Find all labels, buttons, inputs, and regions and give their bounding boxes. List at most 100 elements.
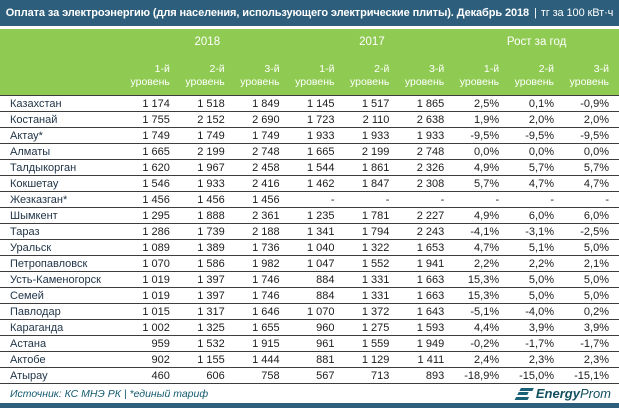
value-cell: 1 559 xyxy=(344,335,400,352)
value-cell: 2 243 xyxy=(399,223,455,240)
value-cell: 1 002 xyxy=(125,319,180,336)
value-cell: 2 748 xyxy=(399,143,455,160)
value-cell: 1 861 xyxy=(344,159,400,176)
value-cell: -15,0% xyxy=(509,367,564,384)
value-cell: -0,9% xyxy=(564,95,619,112)
col-header-level: 3-й уровень xyxy=(564,52,619,96)
row-label: Астана xyxy=(0,335,125,352)
value-cell: 2 308 xyxy=(399,175,455,192)
row-label: Усть-Каменогорск xyxy=(0,271,125,288)
value-cell: 1 746 xyxy=(234,287,290,304)
title-separator: | xyxy=(534,7,537,19)
value-cell: 1 518 xyxy=(179,95,235,112)
bottom-bar xyxy=(0,403,619,408)
table-row: Актау* 1 749 1 749 1 749 1 933 1 933 1 933 -9,5… xyxy=(0,127,619,144)
value-cell: 1 746 xyxy=(234,271,290,288)
value-cell: 2 199 xyxy=(179,143,235,160)
value-cell: 893 xyxy=(399,367,455,384)
value-cell: 1 174 xyxy=(125,95,180,112)
source-label: Источник: КС МНЭ РК xyxy=(10,387,121,400)
value-cell: 5,0% xyxy=(564,287,619,304)
value-cell: 0,0% xyxy=(564,143,619,160)
value-cell: 5,0% xyxy=(564,271,619,288)
value-cell: 460 xyxy=(125,367,180,384)
value-cell: 1 620 xyxy=(125,159,180,176)
energyprom-logo-text: EnergyProm xyxy=(535,386,611,401)
table-row: Уральск 1 089 1 389 1 736 1 040 1 322 1 653 4,7… xyxy=(0,239,619,256)
value-cell: -9,5% xyxy=(564,127,619,144)
value-cell: 1 155 xyxy=(179,351,235,368)
value-cell: 1 865 xyxy=(399,95,455,112)
value-cell: 1 544 xyxy=(289,159,345,176)
value-cell: 884 xyxy=(289,287,345,304)
value-cell: 713 xyxy=(344,367,400,384)
row-label: Талдыкорган xyxy=(0,159,125,176)
row-label: Атырау xyxy=(0,367,125,384)
row-label: Караганда xyxy=(0,319,125,336)
value-cell: 884 xyxy=(289,271,345,288)
value-cell: 4,7% xyxy=(564,175,619,192)
value-cell: 1 331 xyxy=(344,271,400,288)
value-cell: -15,1% xyxy=(564,367,619,384)
value-cell: 4,7% xyxy=(509,175,564,192)
value-cell: 15,3% xyxy=(454,287,510,304)
table-row: Павлодар 1 015 1 317 1 646 1 070 1 372 1 643 -5… xyxy=(0,303,619,320)
value-cell: 1 849 xyxy=(234,95,290,112)
value-cell: 1 462 xyxy=(289,175,345,192)
value-cell: 1 643 xyxy=(399,303,455,320)
row-label: Актобе xyxy=(0,351,125,368)
value-cell: 2,0% xyxy=(509,111,564,128)
title-bar: Оплата за электроэнергию (для населения,… xyxy=(0,0,619,26)
value-cell: 1 015 xyxy=(125,303,180,320)
value-cell: 0,0% xyxy=(509,143,564,160)
value-cell: -4,1% xyxy=(454,223,510,240)
value-cell: 1 456 xyxy=(234,191,290,208)
value-cell: 2 638 xyxy=(399,111,455,128)
value-cell: 1 915 xyxy=(234,335,290,352)
table-row: Астана 959 1 532 1 915 961 1 559 1 949 -0,2% -1,… xyxy=(0,335,619,352)
col-header-level: 1-й уровень xyxy=(125,52,180,96)
value-cell: 4,7% xyxy=(454,239,510,256)
title-unit: тг за 100 кВт·ч xyxy=(540,7,614,19)
value-cell: 3,9% xyxy=(509,319,564,336)
value-cell: 1 933 xyxy=(399,127,455,144)
value-cell: 1 317 xyxy=(179,303,235,320)
row-label: Алматы xyxy=(0,143,125,160)
col-group-growth: Рост за год xyxy=(454,29,619,52)
value-cell: 1 411 xyxy=(399,351,455,368)
value-cell: -18,9% xyxy=(454,367,510,384)
value-cell: 2 199 xyxy=(344,143,400,160)
value-cell: 2,3% xyxy=(509,351,564,368)
value-cell: 959 xyxy=(125,335,180,352)
value-cell: - xyxy=(509,191,564,208)
value-cell: 0,0% xyxy=(454,143,510,160)
value-cell: -0,2% xyxy=(454,335,510,352)
value-cell: 1 532 xyxy=(179,335,235,352)
value-cell: 3,9% xyxy=(564,319,619,336)
value-cell: 1 653 xyxy=(399,239,455,256)
value-cell: 0,2% xyxy=(564,303,619,320)
value-cell: 1 372 xyxy=(344,303,400,320)
value-cell: 1 129 xyxy=(344,351,400,368)
table-row: Усть-Каменогорск 1 019 1 397 1 746 884 1 331 1… xyxy=(0,271,619,288)
table-row: Актобе 902 1 155 1 444 881 1 129 1 411 2,4% 2,3%… xyxy=(0,351,619,368)
value-cell: - xyxy=(454,191,510,208)
value-cell: 2,2% xyxy=(509,255,564,272)
value-cell: -1,7% xyxy=(564,335,619,352)
value-cell: 1 456 xyxy=(125,191,180,208)
value-cell: 1 739 xyxy=(179,223,235,240)
value-cell: 881 xyxy=(289,351,345,368)
value-cell: 961 xyxy=(289,335,345,352)
value-cell: 5,7% xyxy=(564,159,619,176)
value-cell: 1 794 xyxy=(344,223,400,240)
table-row: Тараз 1 286 1 739 2 188 1 341 1 794 2 243 -4,1%… xyxy=(0,223,619,240)
value-cell: 2,2% xyxy=(454,255,510,272)
row-label: Шымкент xyxy=(0,207,125,224)
value-cell: 1 325 xyxy=(179,319,235,336)
table-row: Казахстан 1 174 1 518 1 849 1 145 1 517 1 865 2… xyxy=(0,95,619,112)
col-header-level: 1-й уровень xyxy=(454,52,510,96)
value-cell: 1 552 xyxy=(344,255,400,272)
value-cell: 1 019 xyxy=(125,271,180,288)
row-label: Петропавловск xyxy=(0,255,125,272)
